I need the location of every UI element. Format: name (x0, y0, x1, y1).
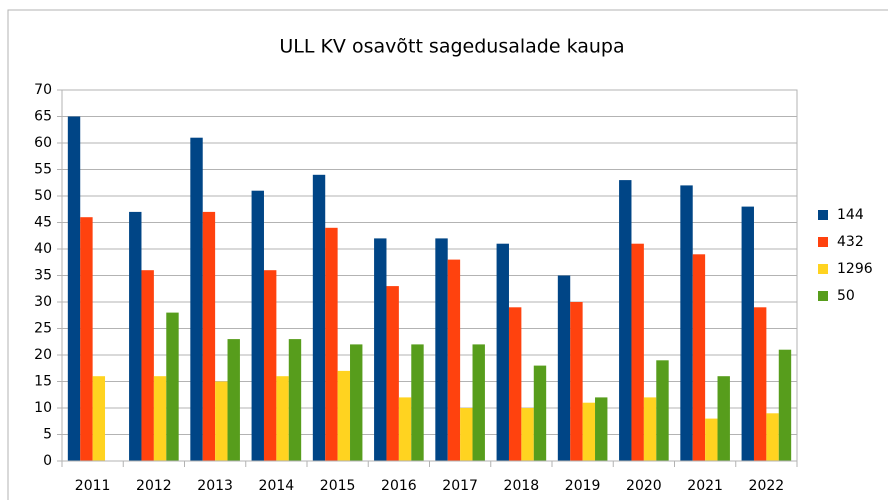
chart-title: ULL KV osavõtt sagedusalade kaupa (279, 36, 624, 58)
legend-swatch (818, 291, 828, 301)
bar (312, 174, 326, 462)
bar (276, 376, 289, 461)
bar (533, 365, 547, 461)
bar (705, 418, 718, 461)
x-tick-label: 2021 (687, 478, 723, 494)
bar (472, 344, 485, 461)
y-tick-label: 65 (34, 109, 52, 125)
y-tick-label: 0 (43, 453, 52, 469)
bar (398, 397, 412, 461)
y-tick-label: 60 (34, 135, 52, 151)
legend-swatch (818, 210, 828, 220)
bar (374, 238, 387, 461)
y-tick-label: 40 (34, 241, 52, 257)
bar (129, 211, 142, 461)
plot-border (61, 89, 798, 462)
bar (595, 397, 608, 461)
bar (251, 190, 264, 461)
bar (496, 243, 509, 461)
bar (447, 259, 461, 461)
legend-label: 432 (837, 234, 864, 250)
bar (582, 402, 596, 461)
x-tick-label: 2011 (75, 478, 111, 494)
y-tick-label: 45 (34, 215, 52, 231)
bar (153, 376, 167, 461)
bar (717, 376, 730, 461)
x-tick-label: 2015 (320, 478, 356, 494)
legend-label: 1296 (837, 261, 873, 277)
bar (325, 227, 338, 461)
bar (67, 116, 81, 461)
y-tick-label: 35 (34, 268, 52, 284)
bar (557, 275, 571, 461)
bar (80, 217, 93, 461)
y-tick-label: 5 (43, 427, 52, 443)
bar (202, 211, 216, 461)
x-tick-label: 2019 (565, 478, 601, 494)
x-tick-label: 2013 (197, 478, 233, 494)
bar (386, 286, 399, 461)
y-tick-label: 50 (34, 188, 52, 204)
bar (766, 413, 779, 461)
y-tick-label: 20 (34, 347, 52, 363)
x-tick-label: 2016 (381, 478, 417, 494)
bar (288, 339, 302, 461)
bar (692, 254, 706, 461)
bar (656, 360, 669, 461)
bar (411, 344, 424, 461)
bar (619, 180, 632, 461)
x-tick-label: 2022 (749, 478, 785, 494)
bar (435, 238, 448, 461)
y-tick-label: 25 (34, 321, 52, 337)
bar (227, 339, 240, 461)
bar (141, 270, 154, 461)
bar (643, 397, 657, 461)
x-tick-label: 2018 (504, 478, 540, 494)
bar (631, 243, 644, 461)
bar (92, 376, 106, 461)
y-tick-label: 70 (34, 82, 52, 98)
x-tick-label: 2020 (626, 478, 662, 494)
bar (778, 349, 792, 461)
legend-label: 50 (837, 288, 855, 304)
bar (215, 381, 228, 461)
bar (570, 302, 583, 461)
bar (350, 344, 363, 461)
y-tick-label: 55 (34, 162, 52, 178)
legend-swatch (818, 264, 828, 274)
bar (741, 206, 754, 461)
legend-label: 144 (837, 207, 864, 223)
bar (263, 270, 277, 461)
bar (337, 370, 351, 461)
bar (521, 408, 534, 461)
y-tick-label: 10 (34, 400, 52, 416)
bar (753, 307, 767, 461)
bar (680, 185, 693, 461)
y-tick-label: 15 (34, 374, 52, 390)
bar (460, 408, 473, 461)
x-tick-label: 2017 (442, 478, 478, 494)
y-tick-label: 30 (34, 294, 52, 310)
x-tick-label: 2014 (259, 478, 295, 494)
bar (190, 137, 203, 461)
bar (166, 312, 179, 461)
x-tick-label: 2012 (136, 478, 172, 494)
bar (508, 307, 522, 461)
legend-swatch (818, 237, 828, 247)
